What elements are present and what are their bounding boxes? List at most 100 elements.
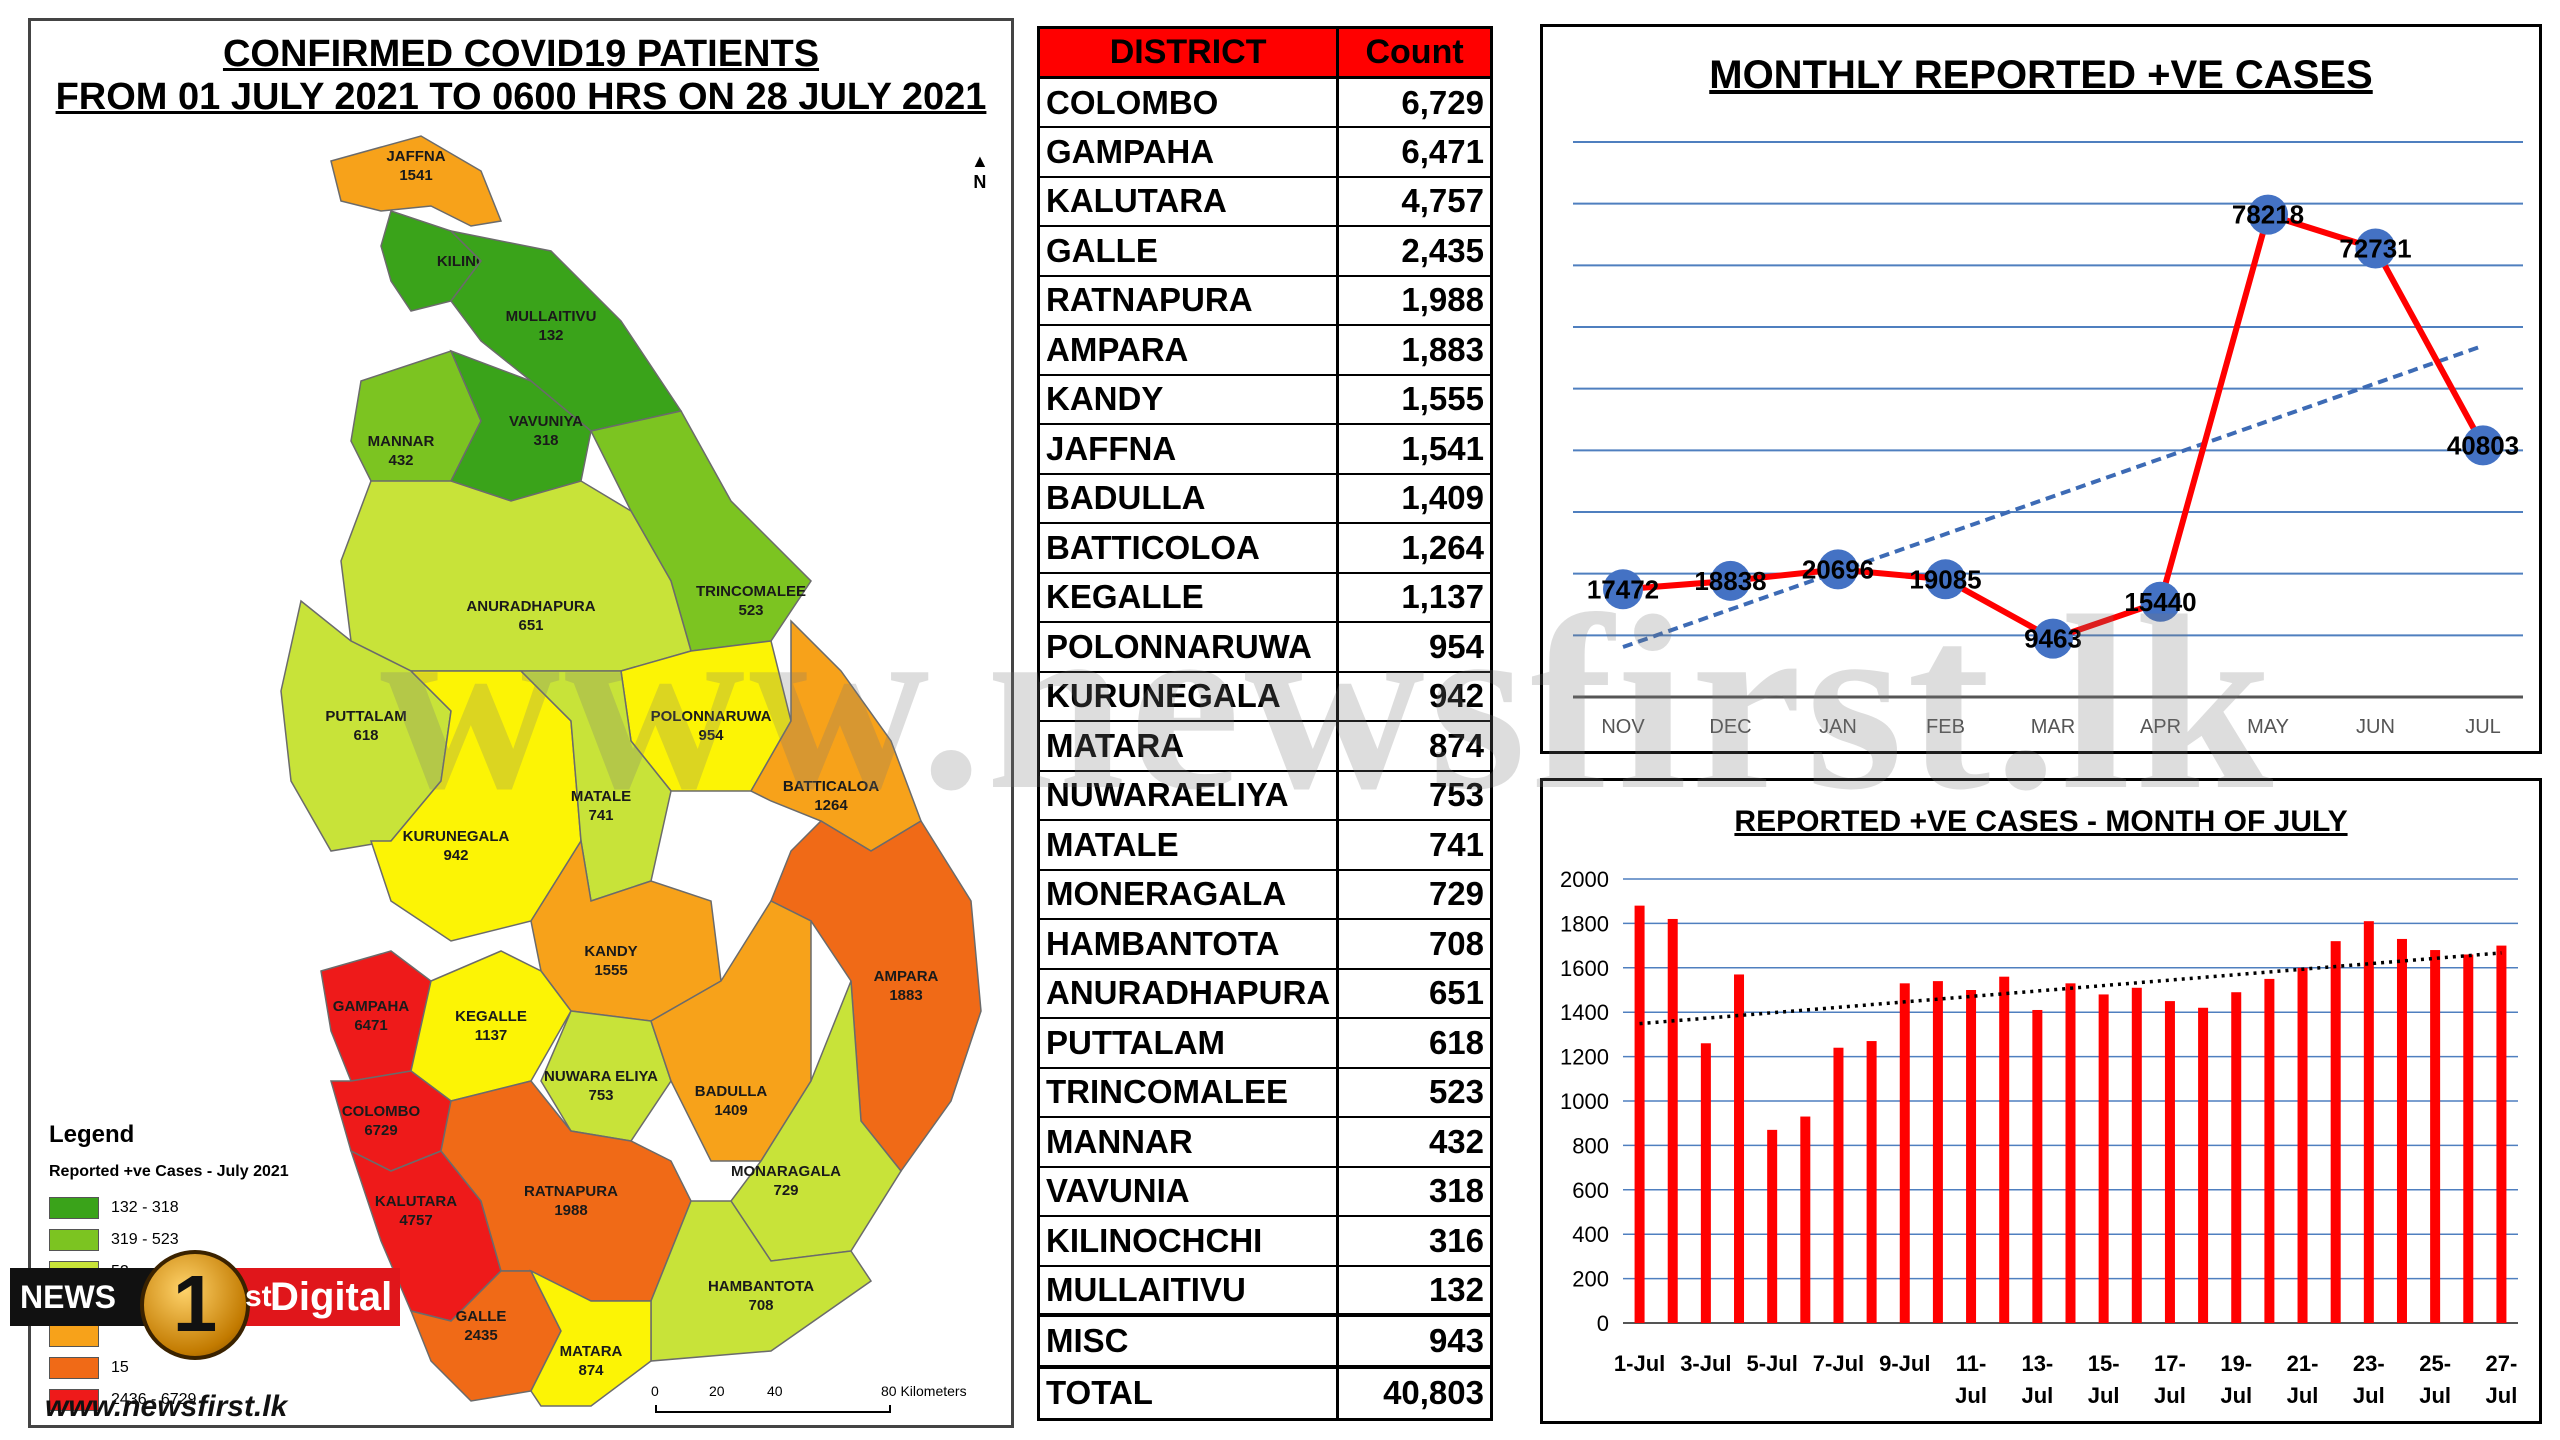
legend-swatch (49, 1389, 99, 1411)
district-name-cell: TRINCOMALEE (1038, 1067, 1338, 1118)
table-row: BADULLA 1,409 (1038, 473, 1492, 524)
legend-item: 2436 - 6729 (49, 1389, 196, 1411)
x-tick-label-line2: Jul (2287, 1383, 2319, 1408)
y-tick-label: 1400 (1560, 1000, 1609, 1025)
x-tick-label: 9-Jul (1879, 1351, 1930, 1376)
district-name-cell: MISC (1038, 1313, 1338, 1368)
logo-number: 1 (140, 1250, 250, 1360)
count-cell: 1,137 (1336, 572, 1492, 623)
monthly-chart-title: MONTHLY REPORTED +VE CASES (1709, 53, 2373, 97)
y-tick-label: 0 (1597, 1311, 1609, 1336)
data-point (2033, 618, 2073, 659)
x-tick-label: MAY (2247, 716, 2289, 738)
district-value: 318 (533, 432, 558, 449)
district-name-cell: MANNAR (1038, 1117, 1338, 1168)
table-row: KANDY 1,555 (1038, 374, 1492, 425)
district-label: COLOMBO (342, 1103, 421, 1120)
bar (2198, 1007, 2209, 1323)
count-cell: 874 (1336, 721, 1492, 772)
daily-chart-panel: REPORTED +VE CASES - MONTH OF JULY 0 200 4… (1540, 778, 2542, 1424)
count-cell: 1,988 (1336, 275, 1492, 326)
table-row: MISC 943 (1038, 1313, 1492, 1368)
x-tick-label-line2: Jul (2088, 1383, 2120, 1408)
x-tick-label-line2: Jul (2419, 1383, 2451, 1408)
legend-swatch (49, 1229, 99, 1251)
table-row: ANURADHAPURA 651 (1038, 968, 1492, 1019)
table-row: KALUTARA 4,757 (1038, 176, 1492, 227)
legend-label: 319 - 523 (111, 1231, 179, 1248)
table-row: AMPARA 1,883 (1038, 325, 1492, 376)
district-value: 708 (748, 1297, 773, 1314)
y-tick-label: 1000 (1560, 1089, 1609, 1114)
bar (1932, 981, 1943, 1323)
bar (1899, 983, 1910, 1323)
district-label: AMPARA (874, 968, 939, 985)
district-name-cell: KURUNEGALA (1038, 671, 1338, 722)
y-tick-label: 800 (1572, 1133, 1609, 1158)
district-name-cell: HAMBANTOTA (1038, 919, 1338, 970)
district-value: 1988 (554, 1202, 587, 1219)
table-row: MULLAITIVU 132 (1038, 1265, 1492, 1316)
district-value: 942 (443, 847, 468, 864)
x-tick-label-line2: Jul (1955, 1383, 1987, 1408)
table-row: RATNAPURA 1,988 (1038, 275, 1492, 326)
count-cell: 318 (1336, 1166, 1492, 1217)
count-cell: 943 (1336, 1313, 1492, 1368)
scale-unit: 80 Kilometers (881, 1383, 967, 1399)
legend-swatch (49, 1197, 99, 1219)
x-tick-label: NOV (1601, 716, 1645, 738)
district-value: 753 (588, 1087, 613, 1104)
trendline (1622, 343, 2484, 649)
daily-bar-chart: 0 200 400 600 800 1000 1200 1400 1600 1800 2000 1-J… (1560, 867, 2518, 1408)
district-value: 874 (578, 1362, 604, 1379)
district-value: 4757 (399, 1212, 432, 1229)
table-row: NUWARAELIYA 753 (1038, 770, 1492, 821)
count-cell: 1,541 (1336, 424, 1492, 475)
district-value: 1541 (399, 167, 432, 184)
district-label: BATTICALOA (783, 778, 880, 795)
district-value: 954 (698, 727, 724, 744)
count-cell: 132 (1336, 1265, 1492, 1316)
x-tick-label: 11- (1956, 1351, 1987, 1376)
district-name-cell: AMPARA (1038, 325, 1338, 376)
count-cell: 729 (1336, 869, 1492, 920)
district-label: MULLAITIVU (506, 308, 597, 325)
district-label: KURUNEGALA (403, 828, 510, 845)
district-name-cell: BADULLA (1038, 473, 1338, 524)
data-point (1603, 569, 1643, 610)
table-row: GALLE 2,435 (1038, 226, 1492, 277)
count-cell: 753 (1336, 770, 1492, 821)
map-panel: CONFIRMED COVID19 PATIENTS FROM 01 JULY … (28, 18, 1014, 1428)
bar (2231, 992, 2242, 1323)
table-row: JAFFNA 1,541 (1038, 424, 1492, 475)
district-label: NUWARA ELIYA (544, 1068, 658, 1085)
legend-item: 319 - 523 (49, 1229, 179, 1251)
count-cell: 708 (1336, 919, 1492, 970)
x-tick-label: JAN (1819, 716, 1857, 738)
district-name-cell: ANURADHAPURA (1038, 968, 1338, 1019)
legend-label: 132 - 318 (111, 1199, 179, 1216)
bar (1999, 976, 2010, 1323)
scale-bar (655, 1405, 891, 1413)
district-value: 618 (353, 727, 378, 744)
count-cell: 954 (1336, 622, 1492, 673)
district-name-cell: RATNAPURA (1038, 275, 1338, 326)
bar (1800, 1116, 1811, 1323)
monthly-line-chart: 17472 18838 20696 19085 9463 15440 78218 72731 4… (1573, 141, 2523, 738)
logo-suffix: st (245, 1280, 272, 1313)
district-table: DISTRICT Count COLOMBO 6,729 GAMPAHA 6,471 K… (1036, 26, 1493, 1421)
district-name-cell: GALLE (1038, 226, 1338, 277)
district-value: 6471 (354, 1017, 387, 1034)
count-cell: 1,409 (1336, 473, 1492, 524)
legend-swatch (49, 1357, 99, 1379)
district-value: 651 (518, 617, 543, 634)
district-jaffna (330, 135, 503, 227)
x-tick-label: APR (2140, 716, 2181, 738)
y-tick-label: 1600 (1560, 956, 1609, 981)
table-row: PUTTALAM 618 (1038, 1018, 1492, 1069)
district-label: PUTTALAM (325, 708, 406, 725)
table-row: MONERAGALA 729 (1038, 869, 1492, 920)
district-name-cell: POLONNARUWA (1038, 622, 1338, 673)
district-value: 132 (538, 327, 563, 344)
district-label: POLONNARUWA (651, 708, 772, 725)
